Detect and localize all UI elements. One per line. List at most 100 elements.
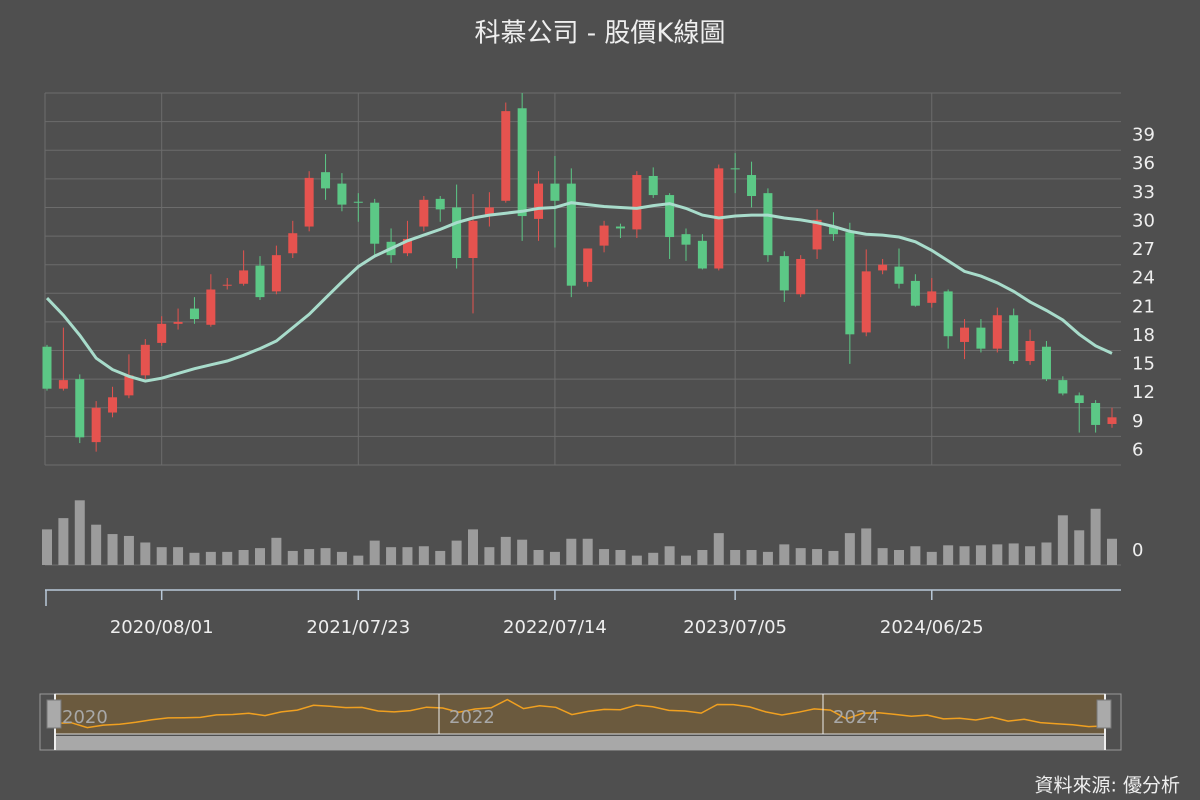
volume-bar <box>615 550 626 565</box>
volume-bar <box>861 528 872 565</box>
candle-body <box>960 327 970 342</box>
volume-bar <box>255 548 265 565</box>
volume-bar <box>222 551 233 565</box>
zoom-selection <box>54 693 1106 735</box>
volume-bar <box>795 548 806 565</box>
candle-body <box>452 207 462 259</box>
y-tick-label: 9 <box>1132 411 1143 432</box>
volume-bar <box>386 547 397 565</box>
x-tick-label: 2020/08/01 <box>110 617 214 638</box>
volume-bar <box>500 536 511 565</box>
volume-bar <box>828 550 839 565</box>
candle-body <box>321 172 331 189</box>
candle-body <box>239 270 249 284</box>
volume-bar <box>762 551 773 565</box>
candle-body <box>828 226 838 235</box>
candle-body <box>992 315 1002 349</box>
volume-bar <box>599 549 610 565</box>
volume-bar <box>746 550 757 565</box>
volume-bar <box>812 549 823 565</box>
candle-body <box>222 284 232 286</box>
volume-bar <box>189 552 200 565</box>
volume-bar <box>730 550 741 565</box>
candle-body <box>681 234 691 245</box>
candle-body <box>779 256 789 291</box>
volume-bar <box>713 533 724 565</box>
candle-body <box>730 168 740 170</box>
zoom-preview-line <box>54 698 1106 729</box>
candle-body <box>878 264 888 271</box>
volume-bar <box>271 537 282 565</box>
volume-bar <box>926 551 937 565</box>
candle-body <box>796 258 806 295</box>
candle-body <box>501 111 511 201</box>
volume-bar <box>631 555 642 565</box>
candle-body <box>943 291 953 337</box>
candle-body <box>91 407 101 443</box>
candle-body <box>58 380 68 389</box>
x-tick-label: 2022/07/14 <box>503 617 607 638</box>
candle-body <box>42 346 52 389</box>
candle-body <box>173 321 183 324</box>
candle-body <box>1041 346 1051 380</box>
volume-bar <box>205 551 216 565</box>
volume-bar <box>320 548 331 565</box>
volume-bar <box>517 539 528 565</box>
candle-body <box>157 323 167 343</box>
candle-body <box>353 201 363 203</box>
y-tick-label: 18 <box>1132 325 1155 346</box>
candle-body <box>632 175 642 230</box>
candle-body <box>697 240 707 269</box>
candle-body <box>1091 403 1101 425</box>
volume-bar <box>1025 546 1036 565</box>
volume-bar <box>451 540 462 565</box>
y-tick-label: 39 <box>1132 125 1155 146</box>
x-tick-label: 2023/07/05 <box>683 617 787 638</box>
volume-bar <box>238 550 249 565</box>
volume-bar <box>877 548 888 565</box>
x-tick-label: 2024/06/25 <box>880 617 984 638</box>
volume-bar <box>648 552 659 565</box>
volume-bar <box>910 546 921 565</box>
volume-bar <box>549 551 560 565</box>
candle-body <box>648 175 658 196</box>
source-note: 資料來源: 優分析 <box>1035 775 1180 797</box>
volume-bar <box>123 535 134 565</box>
candle-body <box>1058 380 1068 394</box>
candle-body <box>910 280 920 306</box>
candle-body <box>435 198 445 210</box>
volume-bar <box>140 542 151 565</box>
candle-body <box>337 183 347 205</box>
candle-body <box>108 397 118 413</box>
y-tick-label: 15 <box>1132 354 1155 375</box>
candle-body <box>468 220 478 259</box>
volume-bar <box>336 551 347 565</box>
candle-body <box>271 255 281 292</box>
volume-bar <box>1107 538 1117 565</box>
y-tick-label: 33 <box>1132 182 1155 203</box>
y-tick-label: 24 <box>1132 268 1155 289</box>
volume-bar <box>468 529 478 565</box>
volume-bar <box>369 540 380 565</box>
volume-bar <box>58 518 69 565</box>
candle-body <box>665 195 675 238</box>
volume-bar <box>484 547 495 565</box>
candle-body <box>419 199 429 227</box>
zoom-label: 2024 <box>833 707 879 728</box>
volume-bar <box>894 550 904 565</box>
candle-body <box>583 248 593 282</box>
moving-average <box>45 201 1113 383</box>
volume-bar <box>42 529 52 565</box>
volume-bar <box>664 546 675 565</box>
candle-body <box>566 183 576 286</box>
y-tick-label: 6 <box>1132 439 1143 460</box>
candle-body <box>140 344 150 376</box>
zoom-label: 2020 <box>62 707 108 728</box>
x-tick-label: 2021/07/23 <box>306 617 410 638</box>
volume-bar <box>975 545 986 565</box>
zoom-handle <box>1096 699 1112 729</box>
candle-body <box>861 271 871 333</box>
volume-bar <box>1041 542 1052 565</box>
volume-bar <box>697 550 708 565</box>
volume-bar <box>402 547 413 565</box>
